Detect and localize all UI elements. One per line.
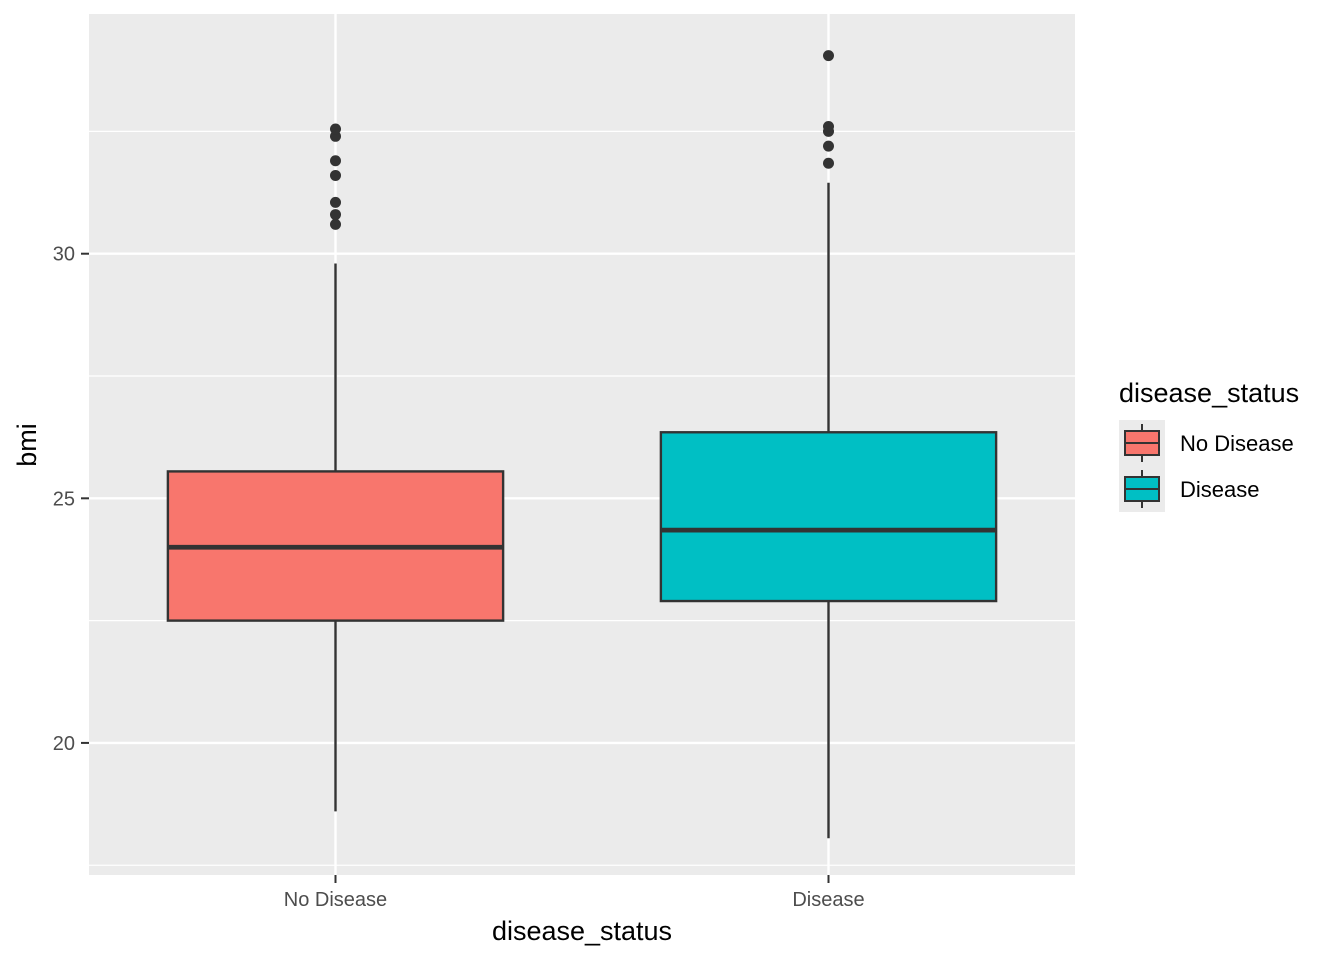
legend-title: disease_status (1119, 378, 1299, 408)
x-tick-label: Disease (792, 889, 864, 911)
legend-item-no-disease: No Disease (1119, 420, 1294, 466)
outlier-point (330, 169, 341, 181)
outlier-point (330, 123, 341, 135)
x-axis-title: disease_status (492, 916, 672, 946)
y-tick-label: 20 (53, 733, 75, 755)
outlier-point (330, 196, 341, 208)
axes-layer: 20 25 30 No Disease Disease (53, 244, 865, 911)
outlier-point (330, 155, 341, 167)
outlier-point (823, 121, 834, 133)
iqr-box (659, 431, 998, 603)
x-tick-label: No Disease (284, 889, 387, 911)
legend-item-disease: Disease (1119, 466, 1259, 512)
outlier-point (823, 140, 834, 152)
boxplot-layer (166, 50, 998, 839)
legend-label: Disease (1180, 477, 1259, 502)
outlier-point (330, 209, 341, 221)
y-axis-title: bmi (12, 423, 42, 467)
legend: disease_status No Disease Disease (1119, 378, 1299, 512)
outlier-point (823, 50, 834, 62)
y-tick-label: 30 (53, 244, 75, 266)
y-tick-label: 25 (53, 488, 75, 510)
box-group-no-disease (166, 123, 505, 812)
outlier-point (330, 218, 341, 230)
box-group-disease (659, 50, 998, 839)
outlier-point (823, 157, 834, 169)
legend-label: No Disease (1180, 431, 1294, 456)
